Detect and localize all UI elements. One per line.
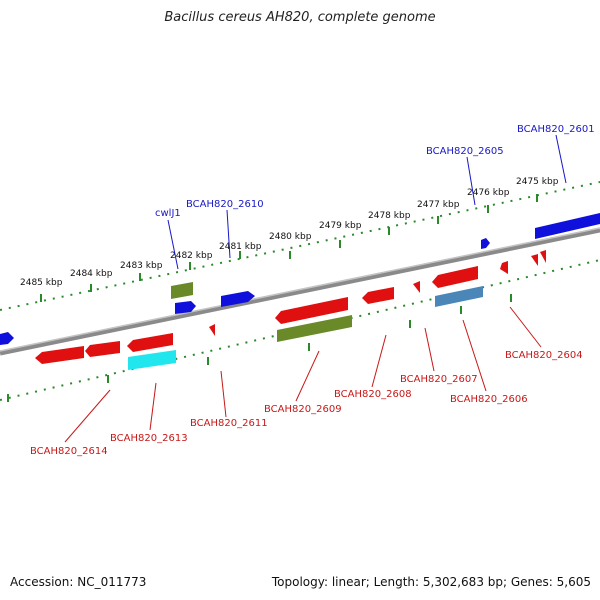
gene-arrow <box>432 266 478 288</box>
gene-box <box>171 282 193 299</box>
gene-arrow <box>413 281 420 293</box>
scale-label: 2485 kbp <box>20 278 63 288</box>
cyan-gene <box>128 350 176 370</box>
gene-arrow <box>500 261 508 274</box>
reverse-genes <box>35 250 546 364</box>
gene-arrow <box>85 341 120 357</box>
accession-text: Accession: NC_011773 <box>10 575 147 589</box>
scale-label: 2475 kbp <box>516 177 559 187</box>
gene-arrow <box>221 291 255 307</box>
upper-scale-line <box>0 181 600 311</box>
scale-label: 2483 kbp <box>120 261 163 271</box>
gene-label: BCAH820_2606 <box>450 394 528 405</box>
gene-label: BCAH820_2614 <box>30 446 108 457</box>
gene-arrow <box>127 333 173 352</box>
gene-arrow <box>531 254 538 266</box>
olive-genes <box>171 282 352 342</box>
gene-label: BCAH820_2613 <box>110 433 188 444</box>
scale-label: 2476 kbp <box>467 188 510 198</box>
bottom-gene-labels: BCAH820_2614 BCAH820_2613 BCAH820_2611 B… <box>30 350 583 457</box>
gene-label: BCAH820_2605 <box>426 146 504 157</box>
upper-major-ticks <box>40 194 538 302</box>
genome-summary-text: Topology: linear; Length: 5,302,683 bp; … <box>271 575 591 589</box>
gene-box <box>277 315 352 342</box>
gene-label: BCAH820_2601 <box>517 124 595 135</box>
map-title: Bacillus cereus AH820, complete genome <box>164 10 436 25</box>
gene-label: BCAH820_2607 <box>400 374 478 385</box>
gene-arrow <box>275 297 348 324</box>
top-leader-lines <box>167 134 567 270</box>
scale-labels: 2485 kbp 2484 kbp 2483 kbp 2482 kbp 2481… <box>20 177 559 288</box>
gene-label: BCAH820_2611 <box>190 418 268 429</box>
gene-arrow <box>362 287 394 304</box>
scale-label: 2482 kbp <box>170 251 213 261</box>
gene-label: BCAH820_2609 <box>264 404 342 415</box>
lower-scale-line <box>0 259 600 401</box>
scale-label: 2481 kbp <box>219 242 262 252</box>
scale-label: 2478 kbp <box>368 211 411 221</box>
forward-genes <box>0 213 600 345</box>
genome-backbone <box>0 227 600 356</box>
gene-label: BCAH820_2610 <box>186 199 264 210</box>
scale-label: 2484 kbp <box>70 269 113 279</box>
scale-label: 2479 kbp <box>319 221 362 231</box>
top-gene-labels: cwlJ1 BCAH820_2610 BCAH820_2605 BCAH820_… <box>155 124 595 219</box>
steel-gene <box>435 286 483 307</box>
gene-arrow <box>535 213 600 239</box>
gene-arrow <box>209 324 215 336</box>
scale-label: 2480 kbp <box>269 232 312 242</box>
lower-major-ticks <box>7 294 512 402</box>
gene-arrow <box>35 346 84 364</box>
bottom-leader-lines <box>64 306 542 443</box>
scale-label: 2477 kbp <box>417 200 460 210</box>
gene-label: BCAH820_2608 <box>334 389 412 400</box>
gene-label: cwlJ1 <box>155 208 181 219</box>
gene-arrow <box>481 238 490 249</box>
gene-arrow <box>175 301 196 314</box>
gene-arrow <box>540 250 546 263</box>
gene-arrow <box>0 332 14 345</box>
gene-label: BCAH820_2604 <box>505 350 583 361</box>
